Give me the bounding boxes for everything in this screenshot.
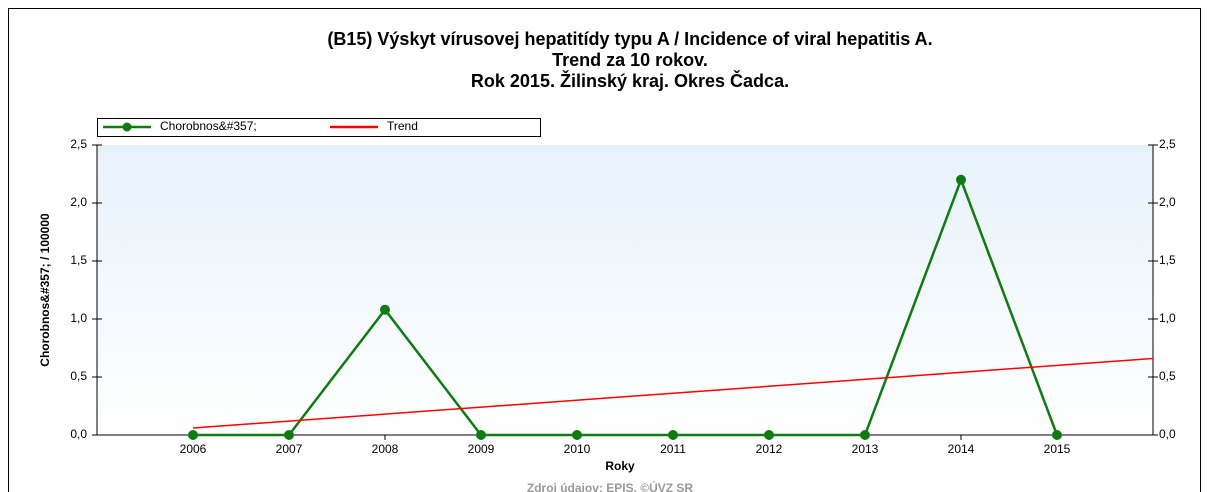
x-axis-label: Roky [605, 459, 635, 473]
legend-label: Chorobnos&#357; [160, 119, 257, 133]
chart-title: Rok 2015. Žilinský kraj. Okres Čadca. [471, 70, 789, 91]
source: Zdroj údajov: EPIS, ©ÚVZ SR [527, 480, 694, 492]
marker [284, 430, 294, 440]
y-tick-label: 2,5 [70, 137, 87, 151]
series-line [192, 357, 1154, 429]
chart-title: Trend za 10 rokov. [552, 50, 708, 70]
chart-title: (B15) Výskyt vírusovej hepatitídy typu A… [327, 29, 932, 49]
y-axis-label: Chorobnos&#357; / 100000 [38, 213, 52, 367]
marker [860, 430, 870, 440]
marker [764, 430, 774, 440]
x-tick-label: 2006 [180, 442, 207, 456]
y-tick-label: 1,5 [70, 253, 87, 267]
marker [668, 430, 678, 440]
x-tick-label: 2013 [852, 442, 879, 456]
y2-tick-label: 1,0 [1159, 311, 1176, 325]
y-tick-label: 0,5 [70, 369, 87, 383]
y2-tick-label: 0,0 [1159, 427, 1176, 441]
y-tick-label: 1,0 [70, 311, 87, 325]
y2-tick-label: 1,5 [1159, 253, 1176, 267]
legend [97, 118, 541, 137]
marker [476, 430, 486, 440]
x-tick-label: 2010 [564, 442, 591, 456]
legend-label: Trend [387, 119, 418, 133]
x-tick-label: 2007 [276, 442, 303, 456]
marker [1052, 430, 1062, 440]
marker [188, 430, 198, 440]
marker [956, 174, 966, 185]
series-line [193, 176, 1059, 437]
x-tick-label: 2014 [948, 442, 975, 456]
y2-tick-label: 2,0 [1159, 195, 1176, 209]
x-tick-label: 2011 [660, 442, 686, 456]
frame [8, 8, 1201, 492]
y2-tick-label: 0,5 [1159, 369, 1176, 383]
legend-marker [122, 122, 132, 132]
plot-area [97, 145, 1153, 435]
x-tick-label: 2008 [372, 442, 399, 456]
y-tick-label: 0,0 [70, 427, 87, 441]
x-tick-label: 2015 [1044, 442, 1071, 456]
marker [572, 430, 582, 440]
x-tick-label: 2009 [468, 442, 495, 456]
marker [380, 304, 390, 315]
y-tick-label: 2,0 [70, 195, 87, 209]
x-tick-label: 2012 [756, 442, 783, 456]
y2-tick-label: 2,5 [1159, 137, 1176, 151]
